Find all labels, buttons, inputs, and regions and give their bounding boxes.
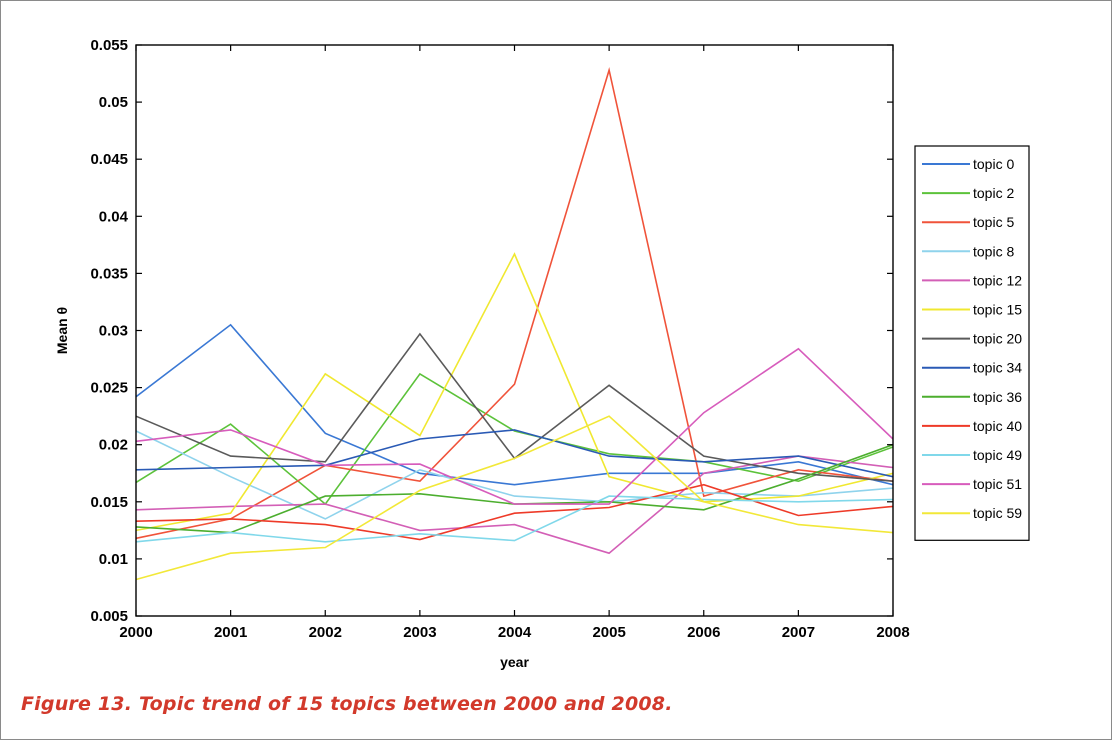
x-tick-label: 2002 xyxy=(309,624,342,641)
series-line-topic-0 xyxy=(135,323,894,486)
y-tick-label: 0.055 xyxy=(90,37,128,54)
series-line-topic-8 xyxy=(135,430,894,520)
legend-entry-label: topic 5 xyxy=(973,214,1014,230)
series-line-topic-5 xyxy=(135,66,894,540)
legend-entry-label: topic 2 xyxy=(973,185,1014,201)
series-line-topic-51 xyxy=(135,347,894,505)
legend-box xyxy=(914,145,1030,541)
legend-entry-label: topic 36 xyxy=(973,389,1022,405)
x-tick-label: 2008 xyxy=(876,624,909,641)
y-tick-label: 0.03 xyxy=(99,323,128,340)
y-tick-label: 0.02 xyxy=(99,437,128,454)
y-tick-label: 0.035 xyxy=(90,265,128,282)
series-line-topic-12 xyxy=(135,455,894,555)
legend-entry-label: topic 40 xyxy=(973,418,1022,434)
y-tick-label: 0.04 xyxy=(99,208,129,225)
legend-entry-label: topic 34 xyxy=(973,360,1022,376)
legend-entry-label: topic 0 xyxy=(973,156,1014,172)
x-tick-label: 2004 xyxy=(498,624,532,641)
series-line-topic-59 xyxy=(135,415,894,581)
legend-entry-label: topic 51 xyxy=(973,476,1022,492)
x-tick-label: 2001 xyxy=(214,624,247,641)
x-tick-label: 2006 xyxy=(687,624,720,641)
legend-entry-label: topic 49 xyxy=(973,447,1022,463)
series-line-topic-34 xyxy=(135,429,894,478)
y-tick-label: 0.045 xyxy=(90,151,128,168)
legend-entry-label: topic 8 xyxy=(973,243,1014,259)
series-line-topic-2 xyxy=(135,372,894,506)
y-tick-label: 0.01 xyxy=(99,551,128,568)
x-tick-label: 2007 xyxy=(782,624,815,641)
y-tick-label: 0.05 xyxy=(99,94,128,111)
x-tick-label: 2005 xyxy=(592,624,625,641)
legend-entry-label: topic 12 xyxy=(973,272,1022,288)
y-tick-label: 0.005 xyxy=(90,608,128,625)
x-tick-label: 2003 xyxy=(403,624,436,641)
legend-entry-label: topic 59 xyxy=(973,505,1022,521)
y-tick-label: 0.025 xyxy=(90,380,128,397)
x-tick-label: 2000 xyxy=(119,624,152,641)
figure-caption: Figure 13. Topic trend of 15 topics betw… xyxy=(21,693,673,715)
legend-entry-label: topic 15 xyxy=(973,302,1022,318)
x-axis-label: year xyxy=(500,654,529,670)
y-tick-label: 0.015 xyxy=(90,494,128,511)
series-line-topic-49 xyxy=(135,495,894,543)
plot-area xyxy=(136,45,893,616)
legend-entry-label: topic 20 xyxy=(973,331,1022,347)
series-line-topic-40 xyxy=(135,483,894,541)
y-axis-label: Mean θ xyxy=(54,307,70,354)
